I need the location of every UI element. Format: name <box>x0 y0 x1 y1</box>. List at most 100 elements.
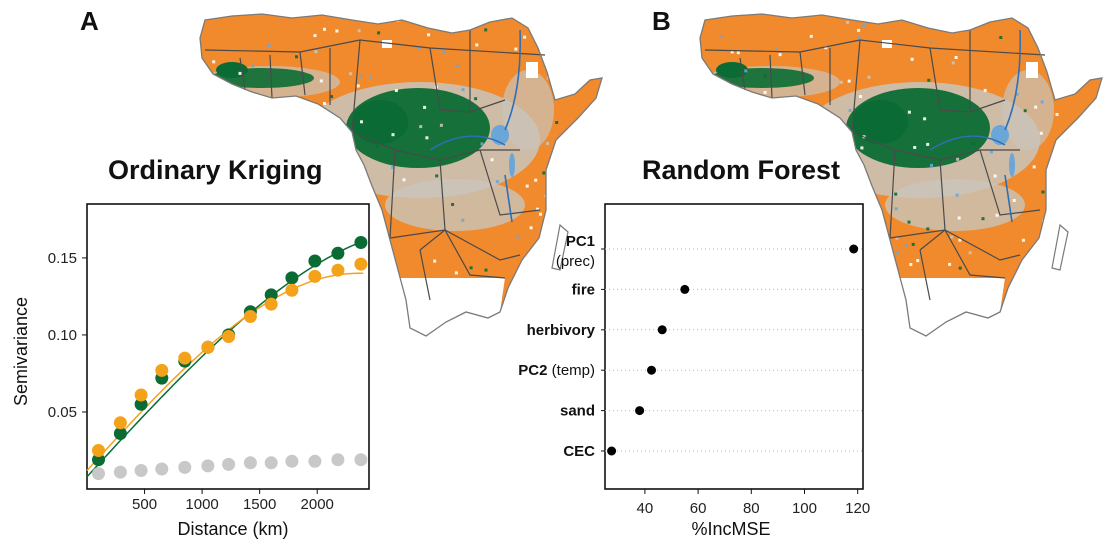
semivariance-point <box>178 351 192 365</box>
map-pixel <box>926 227 930 231</box>
no-data-patch <box>382 40 392 48</box>
category-label: PC2 (temp) <box>518 362 595 379</box>
map-pixel <box>1077 34 1081 38</box>
map-pixel <box>391 165 395 169</box>
x-axis-label: %IncMSE <box>691 519 770 539</box>
map-pixel <box>391 294 395 298</box>
map-pixel <box>417 46 421 50</box>
country-border <box>444 229 506 279</box>
map-pixel <box>1023 296 1027 300</box>
country-border <box>299 51 306 96</box>
map-pixel <box>379 220 383 224</box>
map-pixel <box>319 79 323 83</box>
map-pixel <box>205 111 209 115</box>
map-pixel <box>329 147 333 151</box>
map-pixel <box>1015 92 1019 96</box>
panel-letter-b: B <box>652 6 671 36</box>
map-pixel <box>238 71 242 75</box>
map-pixel <box>909 263 913 266</box>
map-pixel <box>798 127 802 131</box>
map-pixel <box>1052 213 1056 217</box>
map-pixel <box>993 174 997 178</box>
panel-title-b: Random Forest <box>642 155 841 185</box>
map-pixel <box>255 109 259 113</box>
map-pixel <box>275 197 279 201</box>
map-pixel <box>495 180 499 184</box>
country-border <box>851 39 861 133</box>
importance-point <box>635 406 645 416</box>
map-pixel <box>480 142 484 146</box>
map-pixel <box>356 84 360 88</box>
map-pixel <box>1054 272 1058 275</box>
map-pixel <box>1039 131 1043 135</box>
lake <box>1009 153 1015 177</box>
semivariance-point <box>243 310 257 323</box>
map-pixel <box>763 74 767 78</box>
map-pixel <box>730 50 734 54</box>
map-pixel <box>534 178 538 182</box>
country-border <box>739 57 746 91</box>
africa-coastline <box>199 13 603 337</box>
map-pixel <box>1083 115 1087 119</box>
map-pixel <box>323 27 326 31</box>
map-pixel <box>536 207 540 211</box>
map-pixel <box>551 303 555 307</box>
semivariance-point <box>308 254 322 268</box>
map-pixel <box>461 218 465 222</box>
map-pixel <box>360 120 363 124</box>
x-tick-label: 500 <box>132 496 157 513</box>
map-pixel <box>391 133 395 137</box>
map-pixel <box>555 121 559 124</box>
map-pixel <box>516 235 520 239</box>
map-pixel <box>455 64 459 68</box>
map-pixel <box>210 112 214 116</box>
semivariance-point <box>285 454 299 468</box>
map-pixel <box>205 89 209 93</box>
map-pixel <box>872 308 876 312</box>
map-pixel <box>956 179 960 183</box>
category-label: herbivory <box>527 322 596 339</box>
semivariance-point <box>113 465 127 479</box>
map-pixel <box>349 72 353 76</box>
map-pixel <box>359 74 363 78</box>
map-pixel <box>926 142 930 146</box>
no-data-patch <box>526 62 538 78</box>
map-pixel <box>371 131 375 134</box>
y-tick-label: 0.05 <box>48 404 77 421</box>
x-tick-label: 120 <box>845 500 870 517</box>
map-pixel <box>1044 278 1047 282</box>
semivariance-point <box>92 444 105 457</box>
map-pixel <box>881 256 885 260</box>
country-border <box>389 229 521 261</box>
map-pixel <box>981 217 985 221</box>
map-pixel <box>867 75 871 79</box>
map-pixel <box>1056 28 1060 32</box>
map-pixel <box>267 44 271 47</box>
river-nile <box>1004 29 1022 131</box>
map-pixel <box>950 235 954 239</box>
country-border <box>799 51 806 96</box>
map-pixel <box>989 150 993 154</box>
map-pixel <box>587 188 590 192</box>
map-pixel <box>1080 233 1083 237</box>
semivariance-point <box>331 263 345 277</box>
map-pixel <box>525 184 529 188</box>
lake-malawi <box>504 174 513 223</box>
category-main: PC2 <box>518 362 551 379</box>
map-pixel <box>1032 258 1036 262</box>
madagascar-outline <box>551 223 569 271</box>
semivariance-point <box>308 269 322 283</box>
semivariance-point <box>134 388 148 402</box>
map-pixel <box>816 125 820 129</box>
map-pixel <box>763 90 767 94</box>
category-sublabel: (temp) <box>552 362 595 379</box>
map-pixel <box>425 136 429 140</box>
map-pixel <box>1040 302 1044 306</box>
map-pixel <box>358 172 362 176</box>
x-tick-label: 1000 <box>185 496 218 513</box>
map-pixel <box>744 69 748 73</box>
category-label: CEC <box>563 443 595 460</box>
map-pixel <box>357 29 361 33</box>
map-pixel <box>425 22 429 25</box>
map-pixel <box>983 88 987 92</box>
